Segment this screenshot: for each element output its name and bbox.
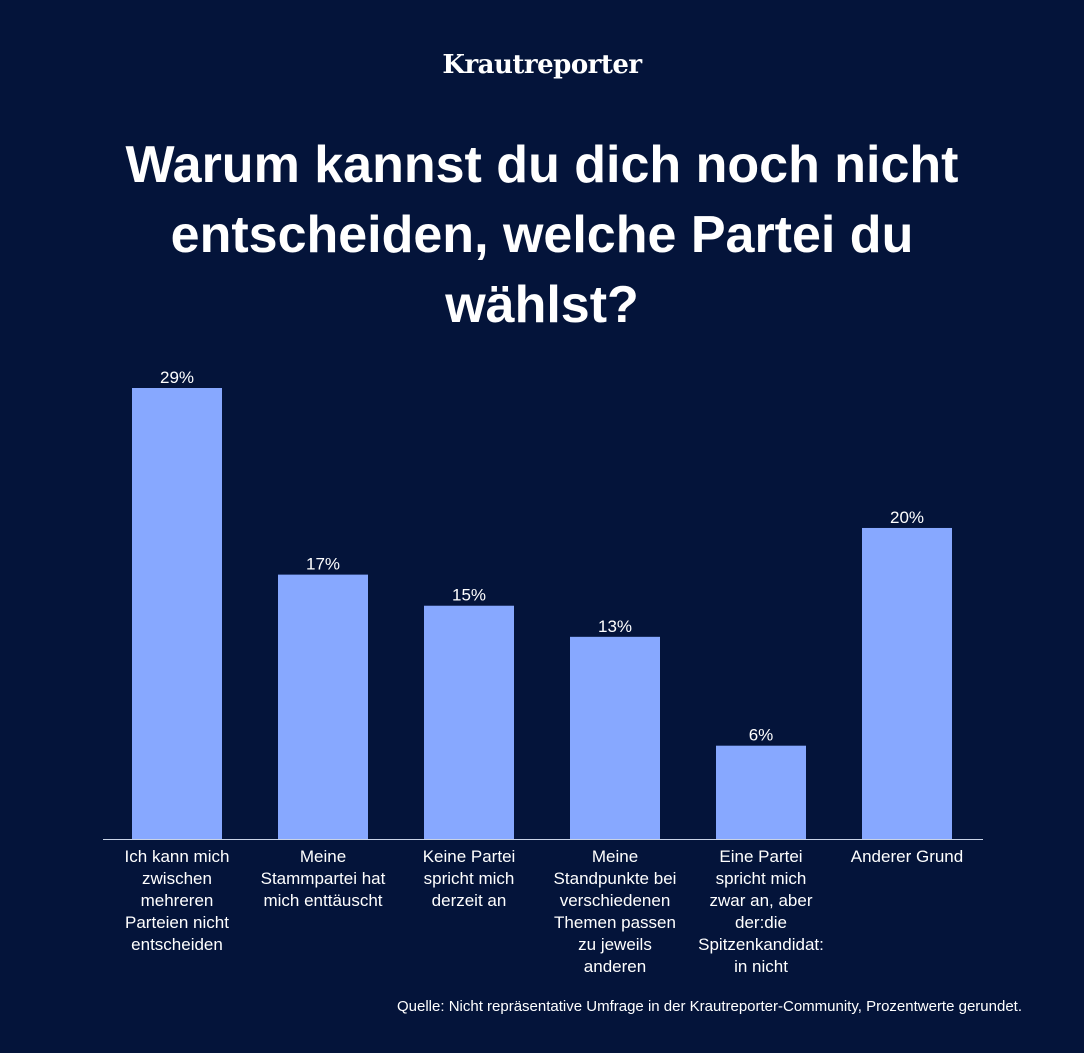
bar-6 — [862, 527, 952, 839]
category-label-1: Ich kann mich zwischen mehreren Parteien ni… — [125, 847, 230, 954]
category-label-line: Parteien nicht — [125, 913, 229, 932]
bar-2 — [278, 574, 368, 839]
category-label-line: verschiedenen — [560, 891, 671, 910]
category-label-line: anderen — [584, 957, 646, 976]
category-label-line: Stammpartei hat — [261, 869, 386, 888]
category-label-line: zu jeweils — [578, 935, 652, 954]
value-label-4: 13% — [598, 617, 632, 636]
bar-5 — [716, 745, 806, 839]
category-label-line: Standpunkte bei — [554, 869, 677, 888]
chart-title: Warum kannst du dich noch nicht entschei… — [125, 136, 959, 334]
category-label-line: Keine Partei — [423, 847, 516, 866]
category-label-line: Eine Partei — [719, 847, 802, 866]
value-label-2: 17% — [306, 555, 340, 574]
category-label-line: spricht mich — [424, 869, 515, 888]
category-label-line: entscheiden — [131, 935, 223, 954]
bar-3 — [424, 605, 514, 839]
category-label-line: Meine — [592, 847, 638, 866]
source-note: Quelle: Nicht repräsentative Umfrage in … — [397, 998, 1022, 1015]
category-label-line: mich enttäuscht — [263, 891, 382, 910]
value-label-6: 20% — [890, 508, 924, 527]
category-label-4: Meine Standpunkte bei verschiedenen Themen … — [554, 847, 677, 976]
value-label-5: 6% — [749, 726, 774, 745]
category-label-6: Anderer Grund — [851, 847, 963, 866]
category-label-3: Keine Partei spricht mich derzeit an — [423, 847, 516, 910]
category-label-line: zwar an, aber — [710, 891, 813, 910]
bar-4 — [570, 636, 660, 839]
brand-logo: Krautreporter — [442, 50, 642, 80]
category-label-line: spricht mich — [716, 869, 807, 888]
bar-1 — [132, 388, 222, 839]
category-label-line: Ich kann mich — [125, 847, 230, 866]
category-label-5: Eine Partei spricht mich zwar an, aber der:… — [698, 847, 824, 976]
value-label-3: 15% — [452, 586, 486, 605]
category-label-line: Anderer Grund — [851, 847, 963, 866]
category-label-line: der:die — [735, 913, 787, 932]
category-label-line: zwischen — [142, 869, 212, 888]
category-label-line: in nicht — [734, 957, 788, 976]
category-label-line: derzeit an — [432, 891, 507, 910]
category-label-line: Meine — [300, 847, 346, 866]
category-label-2: Meine Stammpartei hat mich enttäuscht — [261, 847, 386, 910]
category-label-line: mehreren — [141, 891, 214, 910]
category-label-line: Spitzenkandidat: — [698, 935, 824, 954]
value-label-1: 29% — [160, 368, 194, 387]
category-label-line: Themen passen — [554, 913, 676, 932]
